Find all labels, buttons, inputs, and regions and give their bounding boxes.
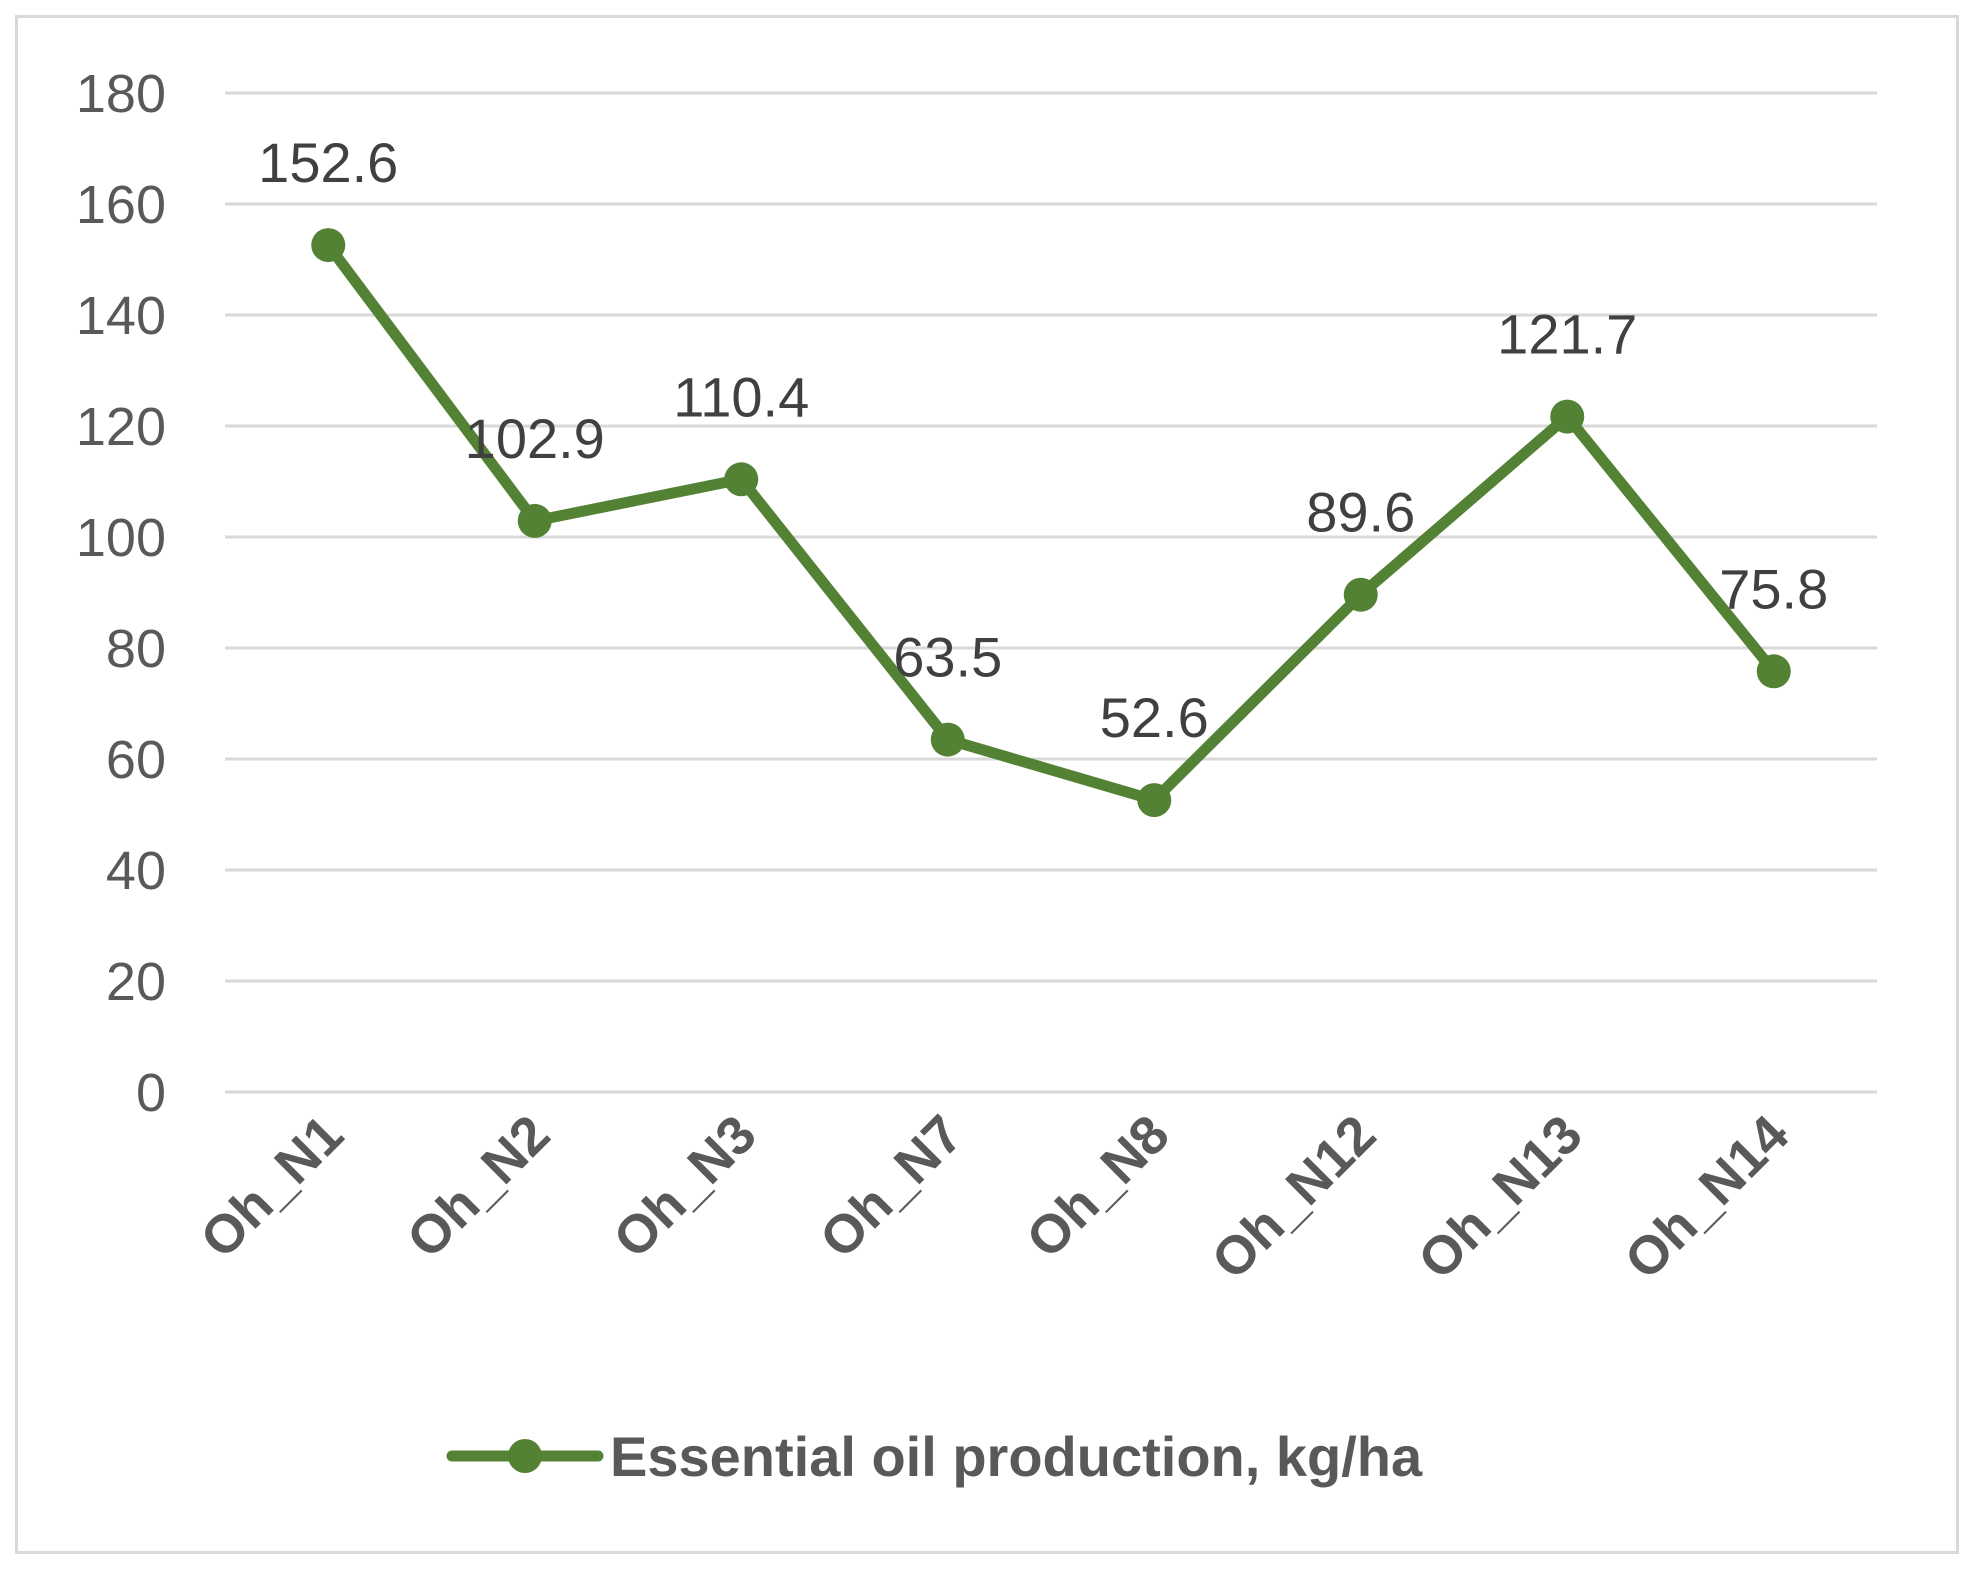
x-tick-label: Oh_N7 (809, 1104, 975, 1270)
x-tick-label: Oh_N3 (602, 1104, 768, 1270)
data-label: 63.5 (893, 626, 1002, 689)
legend-marker-swatch (508, 1439, 542, 1473)
y-tick-label: 160 (76, 175, 166, 235)
data-point-marker (517, 503, 552, 538)
y-tick-label: 40 (106, 841, 166, 901)
chart-frame (15, 15, 1959, 1554)
y-tick-label: 180 (76, 64, 166, 124)
data-point-marker (1756, 654, 1791, 689)
data-label: 121.7 (1497, 303, 1637, 366)
data-point-marker (930, 722, 965, 757)
legend-label: Essential oil production, kg/ha (610, 1425, 1423, 1488)
y-axis-ticks: 0 20 40 60 80 100 120 140 160 180 (76, 64, 166, 1123)
data-label: 89.6 (1306, 481, 1415, 544)
data-point-marker (1343, 577, 1378, 612)
series-line (322, 239, 1780, 806)
x-tick-label: Oh_N13 (1407, 1104, 1594, 1291)
y-tick-label: 100 (76, 508, 166, 568)
y-tick-label: 60 (106, 730, 166, 790)
data-point-marker (1550, 399, 1585, 434)
data-label: 110.4 (673, 365, 809, 428)
y-tick-label: 120 (76, 397, 166, 457)
y-tick-label: 140 (76, 286, 166, 346)
gridlines (225, 91, 1877, 1094)
data-label: 52.6 (1100, 686, 1209, 749)
x-tick-label: Oh_N8 (1015, 1104, 1181, 1270)
data-label: 75.8 (1719, 557, 1828, 620)
x-tick-label: Oh_N14 (1613, 1104, 1800, 1291)
data-point-marker (1137, 783, 1172, 818)
legend: Essential oil production, kg/ha (446, 1425, 1423, 1488)
x-tick-label: Oh_N12 (1200, 1104, 1387, 1291)
series-line-layer (322, 239, 1780, 806)
markers-layer (311, 228, 1791, 818)
x-tick-label: Oh_N1 (189, 1104, 355, 1270)
y-tick-label: 0 (136, 1063, 166, 1123)
data-point-marker (724, 462, 759, 497)
x-tick-label: Oh_N2 (396, 1104, 562, 1270)
y-tick-label: 20 (106, 952, 166, 1012)
data-labels-layer: 152.6 102.9 110.4 63.5 52.6 89.6 121.7 75.8 (258, 131, 1828, 749)
data-label: 152.6 (258, 131, 398, 194)
data-label: 102.9 (465, 407, 605, 470)
data-point-marker (311, 228, 346, 263)
x-axis-ticks: Oh_N1 Oh_N2 Oh_N3 Oh_N7 Oh_N8 Oh_N12 Oh_N13 Oh_… (189, 1104, 1800, 1291)
y-tick-label: 80 (106, 619, 166, 679)
